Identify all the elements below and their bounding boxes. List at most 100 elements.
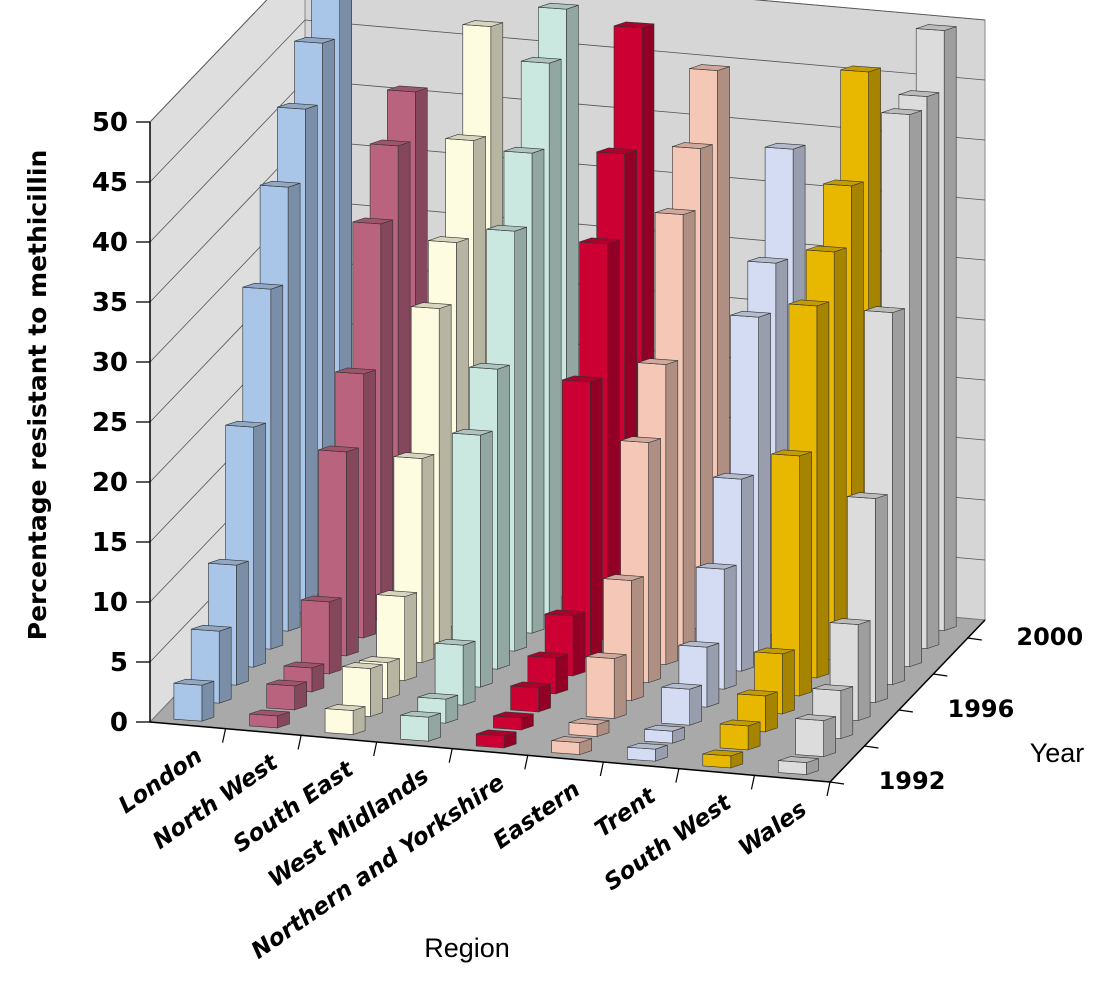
bar-side bbox=[479, 430, 493, 688]
bar-side bbox=[514, 226, 528, 652]
bar bbox=[400, 710, 441, 742]
bar-top bbox=[627, 742, 668, 750]
z-axis-title: Year bbox=[1030, 738, 1085, 768]
bar-side bbox=[236, 560, 249, 686]
y-tick-label: 50 bbox=[92, 108, 128, 138]
bar-front bbox=[568, 722, 598, 737]
bar-front bbox=[173, 682, 203, 722]
bar-top bbox=[637, 358, 678, 365]
bar bbox=[341, 662, 383, 718]
bar bbox=[702, 749, 744, 769]
bar-side bbox=[328, 597, 342, 675]
bar-top bbox=[283, 661, 324, 669]
bar-top bbox=[376, 590, 417, 597]
bar-side bbox=[462, 640, 476, 706]
bar-side bbox=[747, 721, 761, 751]
y-tick-label: 15 bbox=[92, 528, 128, 558]
bar-top bbox=[812, 684, 853, 691]
bar-side bbox=[497, 364, 510, 670]
bar-side bbox=[833, 247, 847, 661]
bar-top bbox=[754, 647, 795, 655]
bar-side bbox=[699, 144, 713, 630]
x-tick-mark bbox=[599, 761, 604, 777]
bar-top bbox=[579, 237, 620, 245]
region-label: Trent bbox=[590, 782, 661, 843]
bar-top bbox=[737, 689, 778, 697]
year-label: 1996 bbox=[948, 695, 1015, 723]
bar-side bbox=[892, 308, 905, 686]
bar-top bbox=[335, 367, 376, 375]
bar bbox=[266, 679, 308, 711]
bar-side bbox=[613, 654, 627, 720]
bar-front bbox=[324, 708, 354, 735]
bar-top bbox=[225, 420, 266, 428]
bar-side bbox=[201, 680, 215, 722]
bar bbox=[561, 375, 603, 659]
bar-top bbox=[747, 256, 788, 264]
bar-side bbox=[840, 686, 854, 740]
bar-top bbox=[294, 36, 335, 44]
bar bbox=[434, 638, 476, 706]
bar-side bbox=[631, 576, 644, 702]
bar-top bbox=[493, 711, 534, 719]
bar-top bbox=[452, 428, 493, 436]
bar bbox=[451, 428, 493, 688]
bar-side bbox=[304, 104, 318, 614]
bar-top bbox=[352, 217, 393, 225]
bar-top bbox=[417, 692, 458, 700]
bar-side bbox=[665, 360, 679, 666]
bar-top bbox=[521, 56, 562, 64]
bar-side bbox=[555, 653, 569, 695]
x-tick-mark bbox=[826, 781, 831, 797]
bar-side bbox=[311, 663, 325, 693]
bar-front bbox=[626, 746, 656, 762]
bar-side bbox=[538, 683, 551, 713]
bar bbox=[795, 714, 836, 758]
bar-front bbox=[266, 683, 296, 711]
bar bbox=[324, 704, 366, 736]
bar-side bbox=[421, 454, 435, 664]
x-axis-line bbox=[149, 721, 831, 783]
bar-top bbox=[847, 492, 888, 499]
y-tick-label: 30 bbox=[92, 348, 128, 378]
bar-top bbox=[325, 704, 366, 711]
bar-front bbox=[585, 656, 615, 719]
bar-top bbox=[191, 624, 232, 632]
bar-side bbox=[589, 377, 603, 659]
bar-top bbox=[806, 245, 847, 253]
bar-top bbox=[603, 574, 644, 581]
bar bbox=[300, 595, 342, 675]
y-tick-label: 10 bbox=[92, 588, 128, 618]
bar-top bbox=[596, 147, 637, 155]
bar-side bbox=[294, 681, 308, 711]
y-axis-title: Percentage resistant to methicillin bbox=[23, 150, 52, 641]
bar-side bbox=[764, 691, 778, 733]
bar-top bbox=[173, 678, 214, 686]
bar-front bbox=[795, 718, 824, 757]
bar-side bbox=[909, 110, 923, 668]
year-labels: 1992 1996 2000 bbox=[829, 623, 1083, 795]
bar-top bbox=[620, 436, 661, 443]
gridline bbox=[149, 0, 986, 123]
bar-top bbox=[249, 709, 290, 717]
bar-top bbox=[318, 445, 359, 453]
bar-side bbox=[572, 611, 586, 677]
z-tick-mark bbox=[864, 745, 879, 749]
bar-front bbox=[778, 760, 807, 775]
bar-top bbox=[411, 302, 452, 309]
bar-side bbox=[706, 642, 720, 708]
bar-top bbox=[771, 449, 812, 457]
year-label: 1992 bbox=[879, 767, 946, 795]
bar bbox=[544, 609, 586, 677]
gridline bbox=[149, 19, 986, 183]
year-label: 2000 bbox=[1016, 623, 1083, 651]
bar-side bbox=[287, 182, 301, 632]
bar-top bbox=[260, 180, 301, 188]
bar-side bbox=[723, 564, 737, 690]
bar-top bbox=[301, 595, 342, 603]
y-tick-label: 20 bbox=[92, 468, 128, 498]
x-axis-title: Region bbox=[424, 933, 510, 963]
bar-side bbox=[689, 684, 703, 726]
bar-side bbox=[438, 304, 452, 646]
bar-front bbox=[249, 713, 278, 729]
